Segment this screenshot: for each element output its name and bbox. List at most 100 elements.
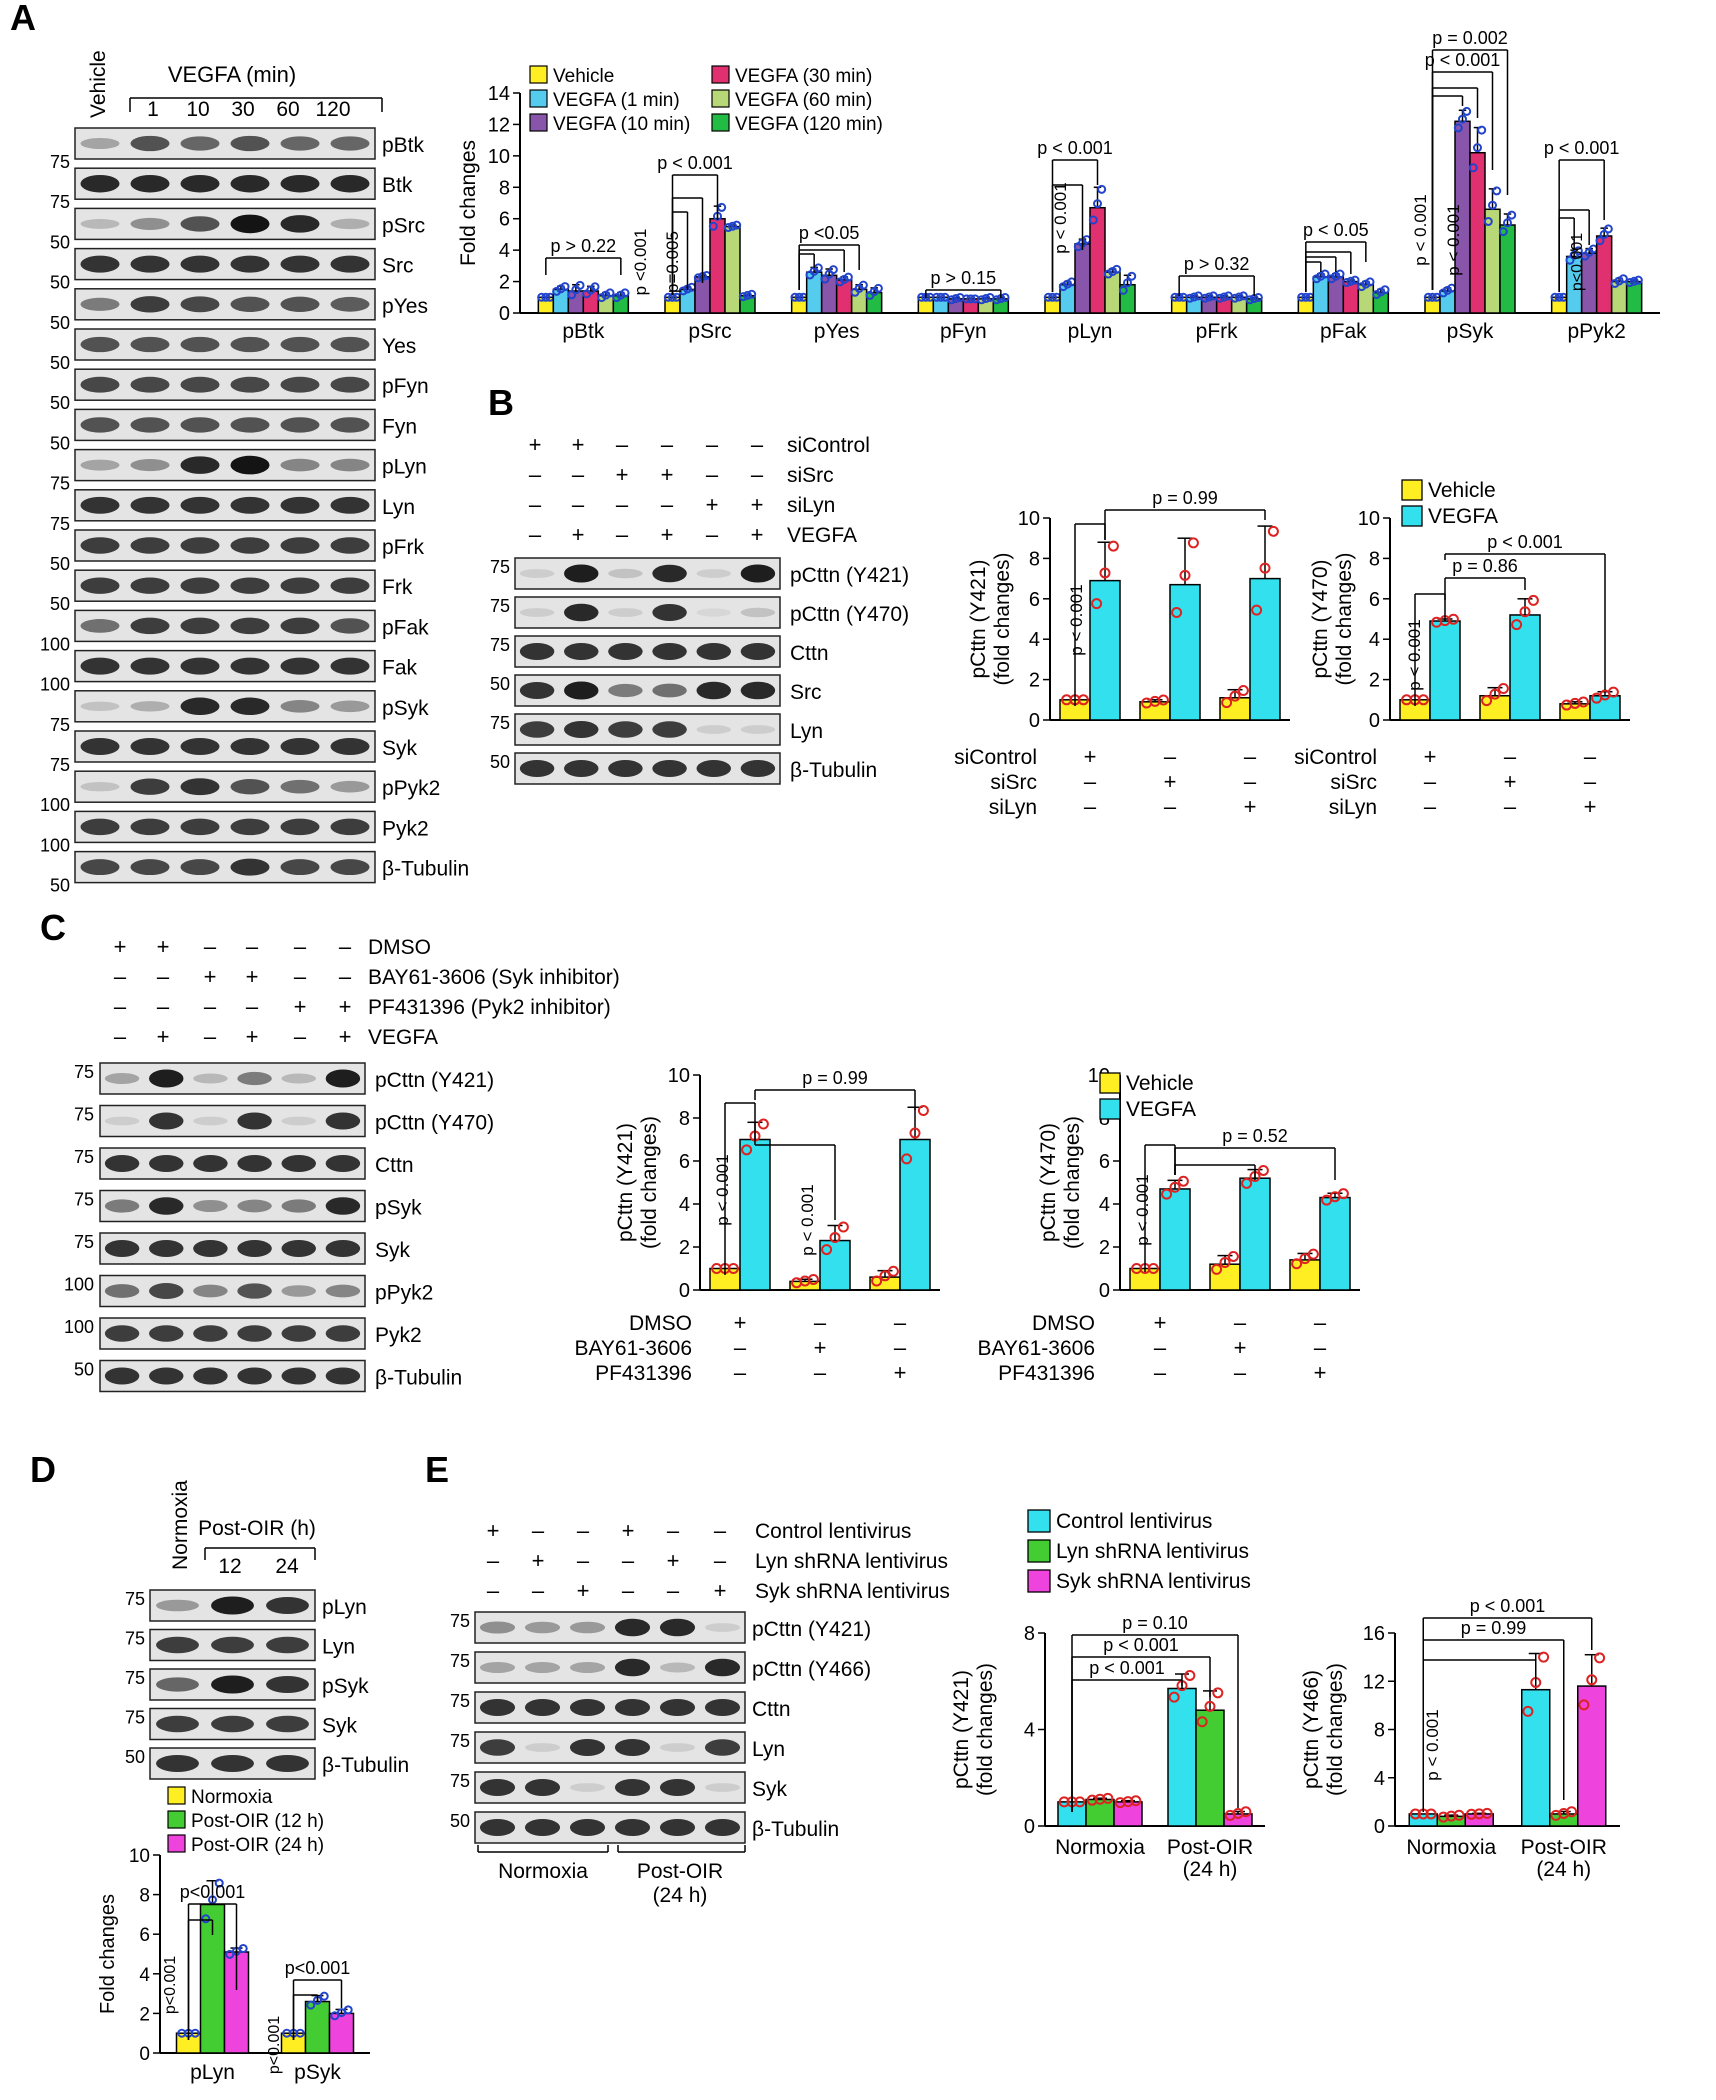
p-value: p = 0.10	[1122, 1613, 1188, 1633]
band-label-a: pSyk	[382, 697, 429, 720]
data-point	[537, 292, 547, 302]
data-point	[901, 1153, 913, 1165]
data-point	[1554, 292, 1564, 302]
y-tick-label: 6	[679, 1151, 690, 1173]
data-point	[1291, 1258, 1303, 1270]
y-tick-label: 0	[1374, 1816, 1385, 1838]
bar	[1464, 1813, 1494, 1827]
condition-label-b: VEGFA	[787, 524, 857, 547]
y-tick-label: 0	[1029, 710, 1040, 732]
blot-band	[659, 1819, 696, 1836]
data-point	[727, 1263, 739, 1274]
legend-swatch	[711, 65, 730, 84]
legend-label: Lyn shRNA lentivirus	[1056, 1540, 1249, 1563]
blot-band	[104, 1325, 140, 1342]
y-axis-title: pCttn (Y466)	[1300, 1670, 1323, 1789]
blot-band	[325, 1197, 361, 1215]
label-line: (24 h)	[1183, 1858, 1238, 1881]
data-point	[1307, 1248, 1319, 1260]
data-point	[1473, 1808, 1485, 1820]
data-point	[1099, 567, 1111, 579]
data-point	[977, 295, 987, 305]
mw-marker: 75	[74, 1190, 94, 1210]
blot-band	[237, 1071, 272, 1086]
x-condition-sign: –	[1154, 1360, 1167, 1385]
x-condition-sign: –	[1584, 769, 1597, 794]
condition-sign: –	[339, 964, 352, 989]
y-tick-label: 2	[1029, 670, 1040, 692]
blot-band	[524, 1743, 561, 1752]
blot-band	[193, 1199, 228, 1213]
data-point	[319, 1991, 329, 2001]
blot-band	[149, 1367, 184, 1385]
condition-sign: +	[246, 1024, 259, 1049]
blot-frame	[74, 529, 376, 562]
mw-marker: 50	[490, 674, 510, 694]
p-value: p=0.005	[663, 231, 682, 293]
p-value: p < 0.001	[1067, 584, 1086, 655]
data-point	[1503, 218, 1512, 228]
band-label-b: pCttn (Y421)	[790, 564, 909, 587]
data-point	[1169, 1181, 1181, 1193]
blot-band	[193, 1284, 228, 1298]
p-value: p<0.001	[180, 1882, 246, 1902]
blot-frame	[514, 557, 781, 590]
blot-frame	[74, 247, 376, 281]
x-condition-sign: –	[1154, 1335, 1167, 1360]
blot-strip	[514, 635, 781, 668]
p-value: p = 0.99	[1461, 1618, 1527, 1638]
data-point	[917, 1104, 929, 1116]
category-label: pFyn	[940, 320, 987, 343]
blot-frame	[474, 1691, 746, 1724]
legend-label: Vehicle	[1126, 1072, 1194, 1095]
blot-strip	[74, 448, 376, 482]
x-condition-label: DMSO	[1032, 1312, 1095, 1335]
mw-marker: 75	[450, 1771, 470, 1791]
blot-band	[80, 297, 120, 311]
blot-band	[524, 1779, 561, 1796]
data-point	[1215, 293, 1225, 303]
blot-strip	[74, 649, 376, 683]
band-label-a: β-Tubulin	[382, 858, 469, 881]
data-point	[1091, 598, 1103, 610]
blot-band	[652, 683, 687, 698]
blot-band	[230, 255, 270, 273]
lane-normoxia-label: Normoxia	[169, 1480, 192, 1570]
blot-band	[130, 376, 170, 393]
blot-band	[230, 296, 270, 312]
x-condition-sign: –	[814, 1310, 827, 1335]
y-tick-label: 16	[1363, 1623, 1385, 1645]
data-point	[1365, 277, 1375, 287]
p-value: p<0.001	[1569, 233, 1586, 291]
blot-band	[211, 1755, 254, 1772]
blot-band	[180, 376, 220, 393]
blot-band	[524, 1699, 561, 1716]
blot-band	[652, 564, 687, 583]
blot-band	[80, 537, 120, 554]
blot-band	[614, 1658, 651, 1677]
data-point	[620, 288, 630, 298]
data-point	[1498, 227, 1508, 237]
condition-sign: +	[204, 964, 217, 989]
blot-strip	[74, 207, 376, 241]
legend-label: Syk shRNA lentivirus	[1056, 1570, 1251, 1593]
data-point	[225, 1949, 235, 1959]
x-condition-label: BAY61-3606	[977, 1337, 1095, 1360]
blot-band	[614, 1739, 651, 1756]
blot-band	[180, 577, 220, 594]
blot-frame	[74, 207, 376, 241]
blot-band	[130, 701, 170, 712]
band-label-a: pLyn	[382, 456, 427, 479]
data-point	[1094, 1793, 1106, 1805]
p-value: p < 0.05	[1303, 220, 1369, 240]
blot-band	[280, 215, 320, 233]
band-label-a: Src	[382, 255, 414, 278]
blot-band	[330, 496, 370, 514]
blot-band	[130, 459, 170, 472]
blot-band	[614, 1779, 651, 1796]
y-axis-title: pCttn (Y421)	[614, 1123, 637, 1242]
blot-band	[330, 218, 370, 230]
band-label-c: Cttn	[375, 1154, 414, 1177]
data-point	[1227, 1250, 1239, 1262]
x-condition-sign: –	[1244, 769, 1257, 794]
